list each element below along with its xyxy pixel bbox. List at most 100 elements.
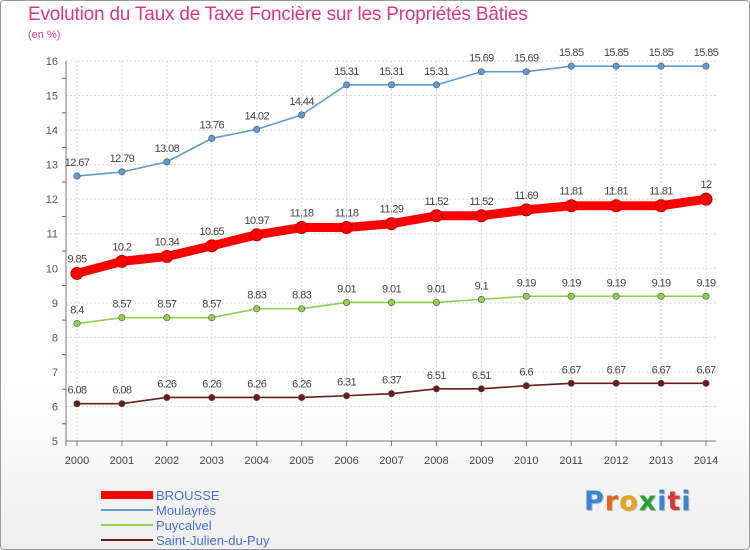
data-label: 15.31 (424, 66, 449, 78)
axes: 5 6 7 8 9 10 11 12 13 14 15 16 2000 2001 2002 2003 2004 2… (46, 56, 718, 467)
legend-label: Puycalvel (156, 518, 212, 533)
data-label: 15.85 (559, 47, 584, 59)
data-point (567, 62, 575, 70)
x-tick-label: 2006 (334, 455, 358, 467)
y-tick-label: 7 (52, 367, 58, 379)
data-point (343, 298, 351, 306)
data-point (702, 379, 710, 387)
data-label: 6.26 (157, 378, 176, 390)
data-point (477, 385, 485, 393)
data-point (118, 314, 126, 322)
data-point (567, 292, 575, 300)
y-tick-label: 16 (46, 56, 58, 68)
y-tick-label: 15 (46, 91, 58, 103)
data-point (429, 209, 443, 223)
data-label: 13.08 (155, 143, 180, 155)
data-point (519, 203, 533, 217)
logo-letter: o (619, 486, 639, 517)
x-tick-label: 2009 (469, 455, 493, 467)
data-label: 9.85 (67, 253, 86, 265)
data-label: 12.67 (65, 157, 90, 169)
data-point (298, 111, 306, 119)
data-label: 9.19 (562, 277, 581, 289)
data-label: 14.44 (289, 96, 314, 108)
data-label: 15.69 (514, 53, 539, 65)
data-point (702, 62, 710, 70)
series-layer (70, 62, 713, 408)
data-label: 9.19 (652, 277, 671, 289)
logo-letter: x (638, 486, 658, 517)
data-label: 15.85 (694, 47, 719, 59)
x-tick-label: 2000 (65, 455, 89, 467)
data-label: 9.01 (337, 283, 356, 295)
data-label: 15.31 (379, 66, 404, 78)
data-label: 11.81 (649, 186, 673, 198)
data-point (205, 239, 219, 253)
data-label: 14.02 (244, 110, 269, 122)
legend-label: BROUSSE (156, 488, 220, 503)
logo-letter: P (584, 486, 605, 517)
data-point (522, 68, 530, 76)
data-labels: 9.85 10.2 10.34 10.65 10.97 11.18 11.18 11.29 11… (65, 47, 720, 397)
data-label: 6.08 (112, 385, 131, 397)
data-point (432, 385, 440, 393)
x-tick-label: 2002 (155, 455, 179, 467)
data-point (298, 393, 306, 401)
data-point (163, 158, 171, 166)
x-tick-label: 2014 (694, 455, 718, 467)
x-tick-label: 2013 (649, 455, 673, 467)
data-label: 6.67 (696, 364, 715, 376)
data-point (208, 393, 216, 401)
y-tick-label: 11 (47, 229, 58, 241)
data-point (73, 400, 81, 408)
data-point (612, 379, 620, 387)
data-point (432, 81, 440, 89)
data-label: 6.26 (247, 378, 266, 390)
data-label: 10.34 (155, 237, 180, 249)
y-axis-unit: (en %) (28, 29, 61, 41)
data-point (208, 314, 216, 322)
data-point (657, 292, 665, 300)
data-label: 9.19 (517, 277, 536, 289)
data-label: 9.19 (607, 277, 626, 289)
data-point (343, 392, 351, 400)
data-label: 15.69 (469, 53, 494, 65)
logo-letter: r (604, 486, 620, 517)
data-point (298, 305, 306, 313)
data-label: 15.85 (649, 47, 674, 59)
data-point (387, 81, 395, 89)
data-point (699, 192, 713, 206)
data-point (702, 292, 710, 300)
data-point (474, 209, 488, 223)
data-label: 9.01 (382, 283, 401, 295)
data-point (609, 199, 623, 213)
data-label: 6.6 (520, 367, 534, 379)
data-label: 6.67 (562, 364, 581, 376)
y-tick-label: 6 (52, 401, 58, 413)
data-label: 15.31 (334, 66, 359, 78)
data-point (522, 382, 530, 390)
x-tick-label: 2012 (604, 455, 628, 467)
data-point (253, 125, 261, 133)
data-label: 6.67 (652, 364, 671, 376)
y-tick-label: 10 (46, 263, 58, 275)
data-label: 6.51 (427, 370, 446, 382)
legend-swatch (101, 539, 153, 541)
data-point (567, 379, 575, 387)
chart-title: Evolution du Taux de Taxe Foncière sur l… (28, 4, 528, 25)
legend-swatch (101, 509, 153, 511)
data-point (295, 221, 309, 235)
data-label: 10.65 (200, 226, 225, 238)
data-label: 15.85 (604, 47, 629, 59)
data-point (73, 172, 81, 180)
x-tick-label: 2008 (424, 455, 448, 467)
data-point (118, 168, 126, 176)
logo-letter: i (657, 486, 668, 517)
x-tick-label: 2011 (559, 455, 583, 467)
data-point (73, 320, 81, 328)
x-tick-label: 2001 (110, 455, 134, 467)
data-label: 11.52 (469, 196, 493, 208)
y-tick-label: 8 (52, 332, 58, 344)
data-label: 10.2 (112, 241, 131, 253)
data-label: 9.19 (696, 277, 715, 289)
